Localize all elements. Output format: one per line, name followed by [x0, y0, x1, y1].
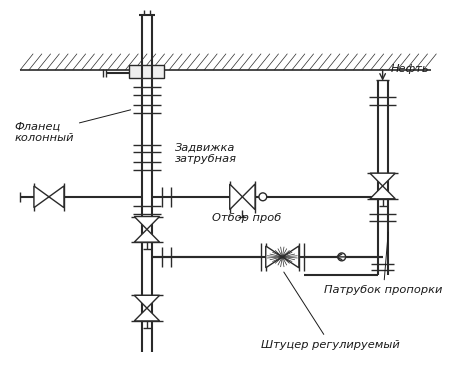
Polygon shape — [266, 246, 283, 268]
Polygon shape — [134, 229, 160, 242]
Circle shape — [338, 253, 346, 261]
Polygon shape — [370, 173, 395, 186]
Text: Фланец
колонный: Фланец колонный — [15, 110, 131, 143]
Polygon shape — [370, 186, 395, 199]
Polygon shape — [34, 186, 49, 208]
Polygon shape — [134, 217, 160, 229]
Polygon shape — [49, 186, 64, 208]
Polygon shape — [242, 184, 255, 210]
Text: Патрубок пропорки: Патрубок пропорки — [324, 232, 443, 295]
Text: Задвижка
затрубная: Задвижка затрубная — [174, 143, 237, 164]
Polygon shape — [283, 246, 299, 268]
Text: Отбор проб: Отбор проб — [212, 213, 282, 224]
Bar — [129, 65, 164, 77]
Circle shape — [259, 193, 267, 201]
Polygon shape — [134, 295, 160, 308]
Text: Нефть: Нефть — [391, 64, 429, 74]
Polygon shape — [134, 308, 160, 321]
Polygon shape — [230, 184, 242, 210]
Text: Штуцер регулируемый: Штуцер регулируемый — [261, 272, 400, 349]
